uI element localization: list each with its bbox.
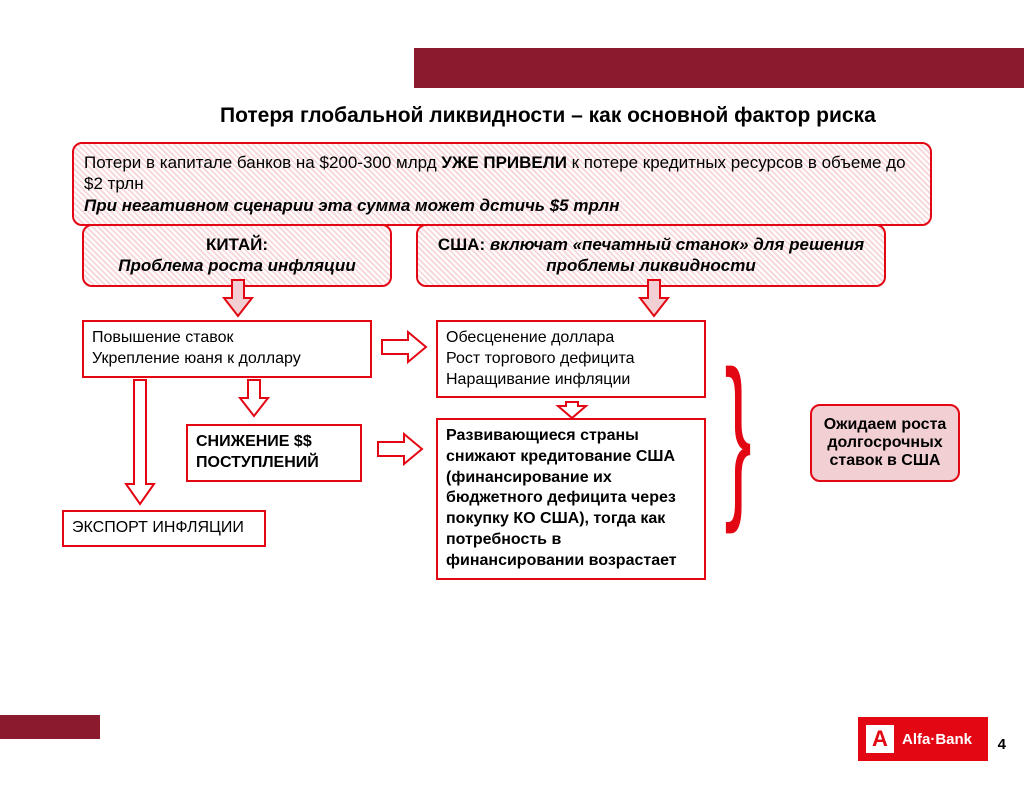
- box-reduction: СНИЖЕНИЕ $$ ПОСТУПЛЕНИЙ: [186, 424, 362, 482]
- box-top-line1b: УЖЕ ПРИВЕЛИ: [441, 153, 567, 172]
- logo-name: Alfa·Bank: [902, 731, 972, 748]
- box-china-label: КИТАЙ:: [94, 234, 380, 255]
- box-top-line1a: Потери в капитале банков на $200-300 млр…: [84, 153, 441, 172]
- arrow-rates-down-center: [236, 378, 272, 420]
- box-rates: Повышение ставок Укрепление юаня к долла…: [82, 320, 372, 378]
- arrow-rates-down-left: [122, 378, 158, 508]
- box-capital-loss: Потери в капитале банков на $200-300 млр…: [72, 142, 932, 226]
- box-usa-label: США:: [438, 235, 485, 254]
- box-export-inflation: ЭКСПОРТ ИНФЛЯЦИИ: [62, 510, 266, 547]
- box-developing-countries: Развивающиеся страны снижают кредитовани…: [436, 418, 706, 580]
- box-usa-text: включат «печатный станок» для решения пр…: [485, 235, 864, 275]
- alfa-bank-logo: A Alfa·Bank: [858, 717, 988, 761]
- logo-letter: A: [866, 725, 894, 753]
- arrow-rates-to-dollar: [380, 330, 430, 364]
- arrow-dollar-down: [554, 400, 590, 420]
- arrow-reduction-to-dev: [376, 432, 426, 466]
- box-china-text: Проблема роста инфляции: [94, 255, 380, 276]
- box-dollar: Обесценение доллара Рост торгового дефиц…: [436, 320, 706, 398]
- bottom-accent-bar: [0, 715, 100, 739]
- slide-title: Потеря глобальной ликвидности – как осно…: [220, 104, 964, 128]
- brace-icon: }: [725, 300, 752, 570]
- box-expectation: Ожидаем роста долгосрочных ставок в США: [810, 404, 960, 482]
- arrow-china-down: [220, 278, 256, 320]
- box-top-line2: При негативном сценарии эта сумма может …: [84, 196, 619, 215]
- page-number: 4: [998, 736, 1006, 753]
- top-accent-bar: [414, 48, 1024, 88]
- arrow-usa-down: [636, 278, 672, 320]
